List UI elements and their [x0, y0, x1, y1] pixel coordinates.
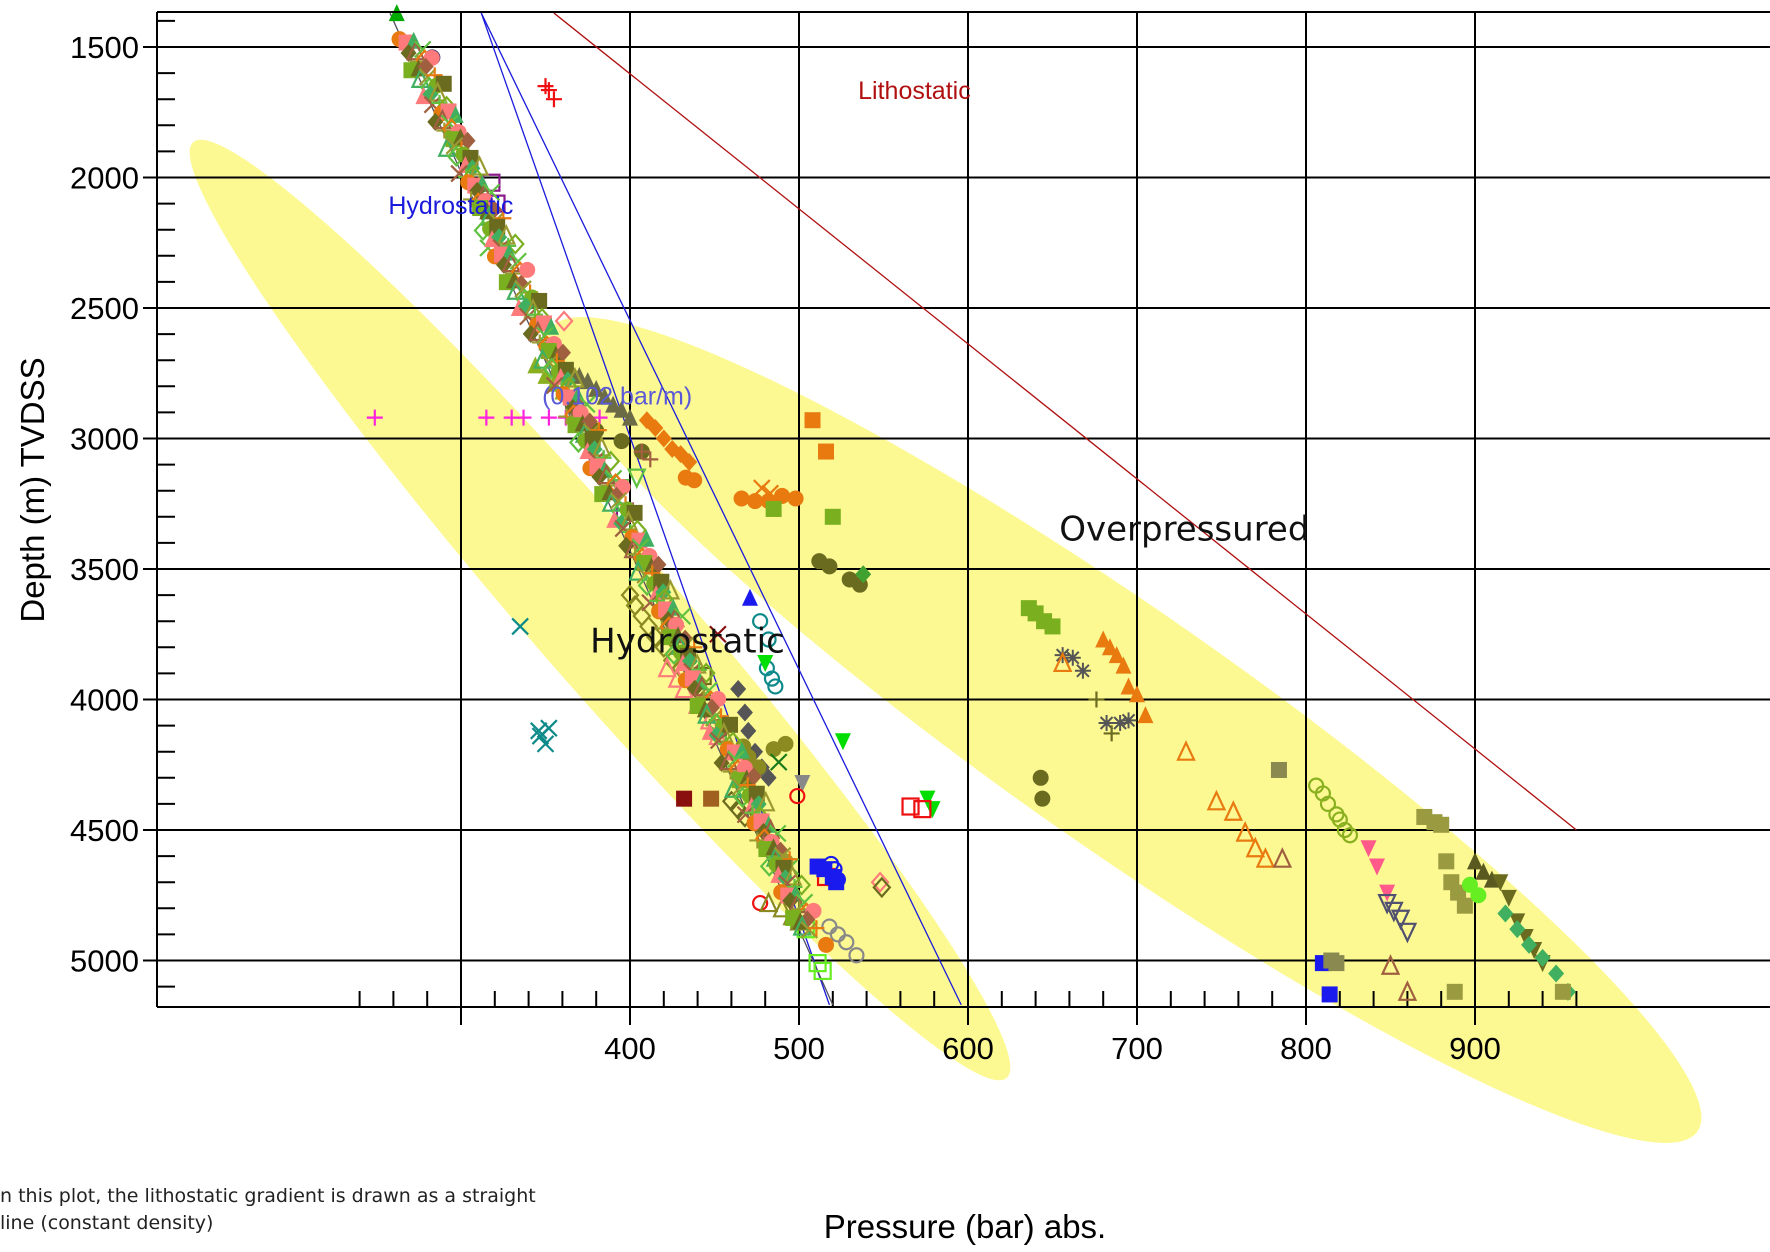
- data-point: [1034, 791, 1050, 807]
- region-label: Overpressured: [1059, 509, 1309, 549]
- data-point: [1555, 984, 1571, 1000]
- y-tick-labels: 1500 2000 2500 3000 3500 4000 4500 5000: [70, 30, 139, 979]
- data-point: [1271, 762, 1287, 778]
- data-point: [1033, 770, 1049, 786]
- data-point: [818, 444, 834, 460]
- data-point: [1447, 984, 1463, 1000]
- reference-line-label: Lithostatic: [858, 77, 971, 105]
- y-tick-label: 2000: [70, 161, 139, 196]
- data-point: [925, 801, 941, 818]
- data-point: [541, 720, 557, 736]
- data-point: [1470, 887, 1486, 903]
- data-point: [1045, 618, 1061, 634]
- data-point: [1457, 898, 1473, 914]
- data-point: [818, 937, 834, 953]
- data-point: [734, 491, 750, 507]
- data-point: [766, 501, 782, 517]
- gradient-annotation: (0.102 bar/m): [542, 383, 692, 411]
- x-tick-label: 600: [942, 1031, 994, 1066]
- data-point: [1328, 955, 1344, 971]
- y-tick-label: 2500: [70, 291, 139, 326]
- data-point: [686, 472, 702, 488]
- region-label: Hydrostatic: [590, 622, 785, 662]
- x-tick-label: 900: [1449, 1031, 1501, 1066]
- data-point: [788, 491, 804, 507]
- y-tick-label: 4500: [70, 813, 139, 848]
- x-axis-title: Pressure (bar) abs.: [824, 1208, 1106, 1245]
- data-point: [777, 736, 793, 752]
- y-tick-label: 4000: [70, 683, 139, 718]
- data-point: [541, 410, 557, 426]
- data-point: [1322, 986, 1338, 1002]
- data-point: [1121, 712, 1137, 728]
- data-point: [821, 558, 837, 574]
- data-point: [703, 791, 719, 807]
- y-tick-label: 1500: [70, 30, 139, 65]
- x-tick-label: 700: [1111, 1031, 1163, 1066]
- x-tick-label: 400: [604, 1031, 656, 1066]
- data-point: [1438, 853, 1454, 869]
- x-tick-labels: 400 500 600 700 800 900: [604, 1031, 1501, 1066]
- data-point: [825, 509, 841, 525]
- x-tick-label: 800: [1280, 1031, 1332, 1066]
- y-axis-title: Depth (m) TVDSS: [14, 357, 51, 622]
- y-tick-label: 3000: [70, 422, 139, 457]
- x-tick-label: 500: [773, 1031, 825, 1066]
- data-point: [538, 78, 554, 94]
- data-point: [1075, 663, 1091, 679]
- data-point: [1433, 817, 1449, 833]
- footnote: n this plot, the lithostatic gradient is…: [0, 1183, 560, 1237]
- data-point: [805, 412, 821, 428]
- data-point: [614, 433, 630, 449]
- reference-line-label: Hydrostatic: [388, 192, 513, 220]
- y-tick-label: 5000: [70, 944, 139, 979]
- data-point: [676, 791, 692, 807]
- y-tick-label: 3500: [70, 552, 139, 587]
